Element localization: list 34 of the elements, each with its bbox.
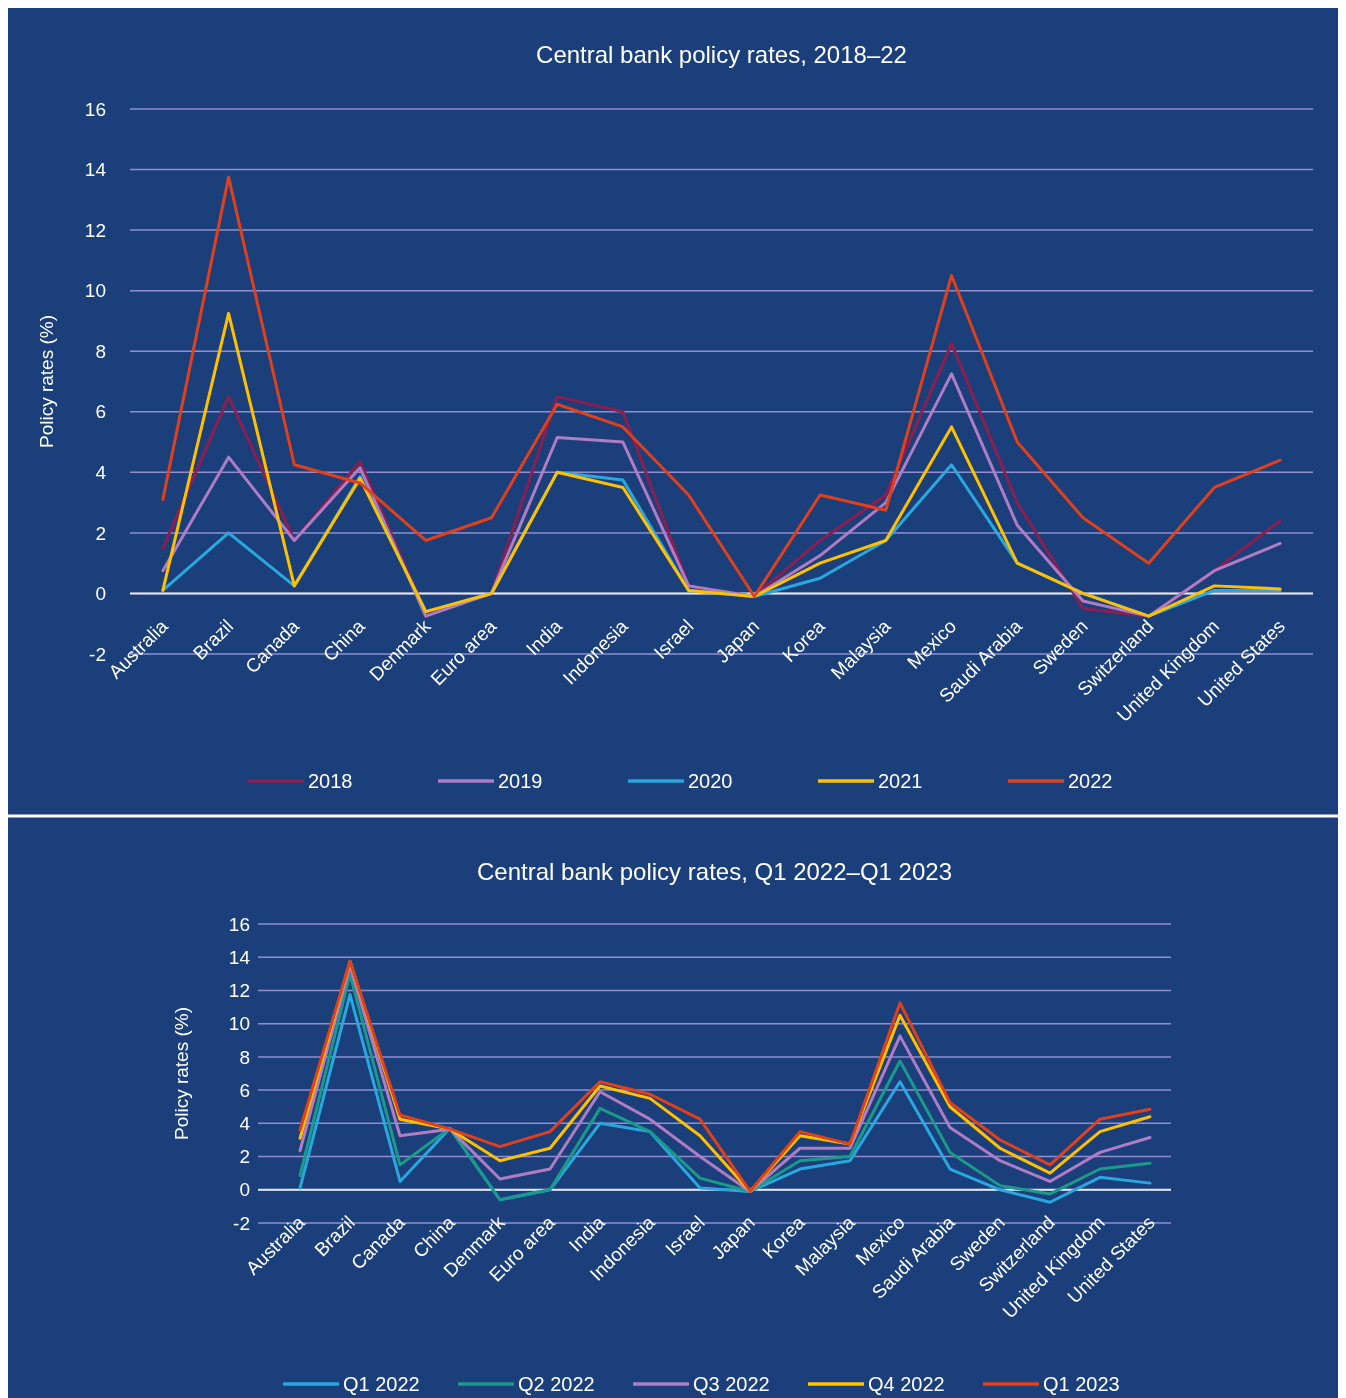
legend-label: Q1 2022 <box>343 1373 420 1395</box>
legend-label: Q1 2023 <box>1043 1373 1120 1395</box>
legend-label: 2018 <box>308 770 353 792</box>
y-axis-title: Policy rates (%) <box>36 314 57 449</box>
y-tick-label: -2 <box>233 1212 250 1234</box>
legend-label: 2021 <box>878 770 923 792</box>
y-tick-label: 12 <box>228 980 250 1002</box>
y-tick-label: 14 <box>84 159 107 181</box>
y-tick-label: 10 <box>84 280 106 302</box>
y-tick-label: 8 <box>239 1046 250 1068</box>
chart-title: Central bank policy rates, Q1 2022–Q1 2023 <box>477 858 952 885</box>
y-tick-label: 6 <box>95 401 106 423</box>
legend-label: Q4 2022 <box>868 1373 945 1395</box>
y-tick-label: 0 <box>239 1179 250 1201</box>
y-tick-label: 4 <box>95 461 107 483</box>
y-tick-label: 16 <box>84 98 106 120</box>
y-tick-label: 8 <box>95 340 106 362</box>
legend-label: 2020 <box>688 770 733 792</box>
y-tick-label: 14 <box>228 946 251 968</box>
legend-label: 2019 <box>498 770 543 792</box>
y-tick-label: 4 <box>239 1112 251 1134</box>
y-tick-label: 6 <box>239 1079 250 1101</box>
y-tick-label: 2 <box>239 1146 250 1168</box>
y-tick-label: 0 <box>95 583 106 605</box>
y-tick-label: 12 <box>84 219 106 241</box>
y-axis-title: Policy rates (%) <box>171 1006 192 1141</box>
y-tick-label: 10 <box>228 1013 250 1035</box>
y-tick-label: 2 <box>95 522 106 544</box>
chart-title: Central bank policy rates, 2018–22 <box>536 41 907 68</box>
legend-label: 2022 <box>1068 770 1113 792</box>
legend-label: Q2 2022 <box>518 1373 595 1395</box>
y-tick-label: -2 <box>89 643 106 665</box>
y-tick-label: 16 <box>228 913 250 935</box>
legend-label: Q3 2022 <box>693 1373 770 1395</box>
